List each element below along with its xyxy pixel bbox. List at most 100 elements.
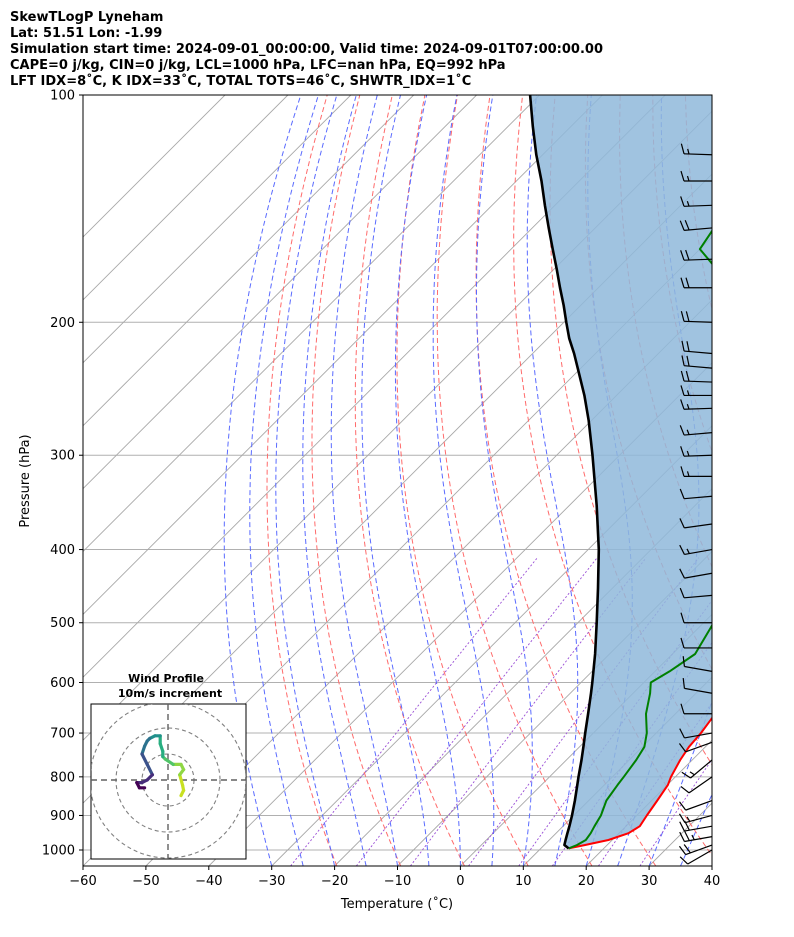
moist-adiabat xyxy=(275,95,338,866)
x-axis-label: Temperature (˚C) xyxy=(340,896,453,912)
moist-adiabat xyxy=(680,793,712,866)
x-tick-label: −60 xyxy=(69,874,96,889)
wind-barb xyxy=(680,399,713,410)
y-tick-label: 700 xyxy=(50,727,75,742)
fill-layer xyxy=(530,95,712,849)
isotherm-gridline xyxy=(397,550,712,866)
wind-barb xyxy=(679,544,713,556)
cape-line: CAPE=0 j/kg, CIN=0 j/kg, LCL=1000 hPa, L… xyxy=(10,58,506,73)
location-line: Lat: 51.51 Lon: -1.99 xyxy=(10,26,162,41)
wind-barb xyxy=(678,844,713,856)
mixing-ratio-line xyxy=(290,557,538,866)
y-tick-label: 400 xyxy=(50,543,75,558)
moist-adiabat xyxy=(648,699,712,866)
mixing-ratio-line xyxy=(355,557,598,866)
wind-barb xyxy=(681,759,713,779)
wind-barb xyxy=(679,568,713,579)
wind-barb xyxy=(679,425,713,436)
hodograph-segment xyxy=(140,752,149,767)
isotherm-gridline xyxy=(271,425,712,866)
dewpoint-line xyxy=(568,229,712,850)
moist-adiabat xyxy=(476,95,533,866)
wind-barbs xyxy=(678,143,713,865)
dry-adiabat xyxy=(475,95,657,866)
plot-area xyxy=(83,95,794,866)
moist-adiabat xyxy=(330,95,398,866)
wind-barb xyxy=(678,799,713,811)
wind-barb xyxy=(680,170,712,182)
hodograph-plot xyxy=(91,704,246,859)
x-tick-label: 40 xyxy=(704,874,721,889)
wind-barb xyxy=(680,776,713,794)
wind-barb xyxy=(679,849,713,865)
cape-cin-shading xyxy=(530,95,712,849)
x-tick-label: 0 xyxy=(456,874,464,889)
dry-adiabat xyxy=(751,95,794,866)
moist-adiabat xyxy=(394,95,461,866)
dry-adiabat xyxy=(436,95,593,866)
dry-adiabat xyxy=(783,95,794,866)
wind-barb xyxy=(682,677,713,694)
y-tick-label: 800 xyxy=(50,770,75,785)
isotherm-gridline xyxy=(83,95,666,678)
wind-barb xyxy=(678,813,713,824)
y-tick-label: 600 xyxy=(50,676,75,691)
wind-barb xyxy=(679,587,713,599)
parcel-profile-line xyxy=(528,95,601,850)
wind-barb xyxy=(678,741,713,753)
hodograph-subtitle: 10m/s increment xyxy=(118,687,222,700)
moist-adiabat xyxy=(302,95,367,866)
wind-barb xyxy=(680,466,712,477)
wind-barb xyxy=(680,249,713,261)
time-line: Simulation start time: 2024-09-01_00:00:… xyxy=(10,42,603,57)
y-tick-label: 300 xyxy=(50,449,75,464)
x-tick-label: −50 xyxy=(132,874,159,889)
isotherm-gridline xyxy=(83,95,540,553)
wind-barb xyxy=(680,446,713,457)
chart-title: SkewTLogP Lyneham xyxy=(10,10,163,25)
x-tick-label: −30 xyxy=(258,874,285,889)
moist-adiabat xyxy=(526,95,579,866)
y-tick-label: 1000 xyxy=(42,844,75,859)
wind-barb xyxy=(679,220,713,231)
mixing-ratio-line xyxy=(410,557,647,866)
x-tick-label: 30 xyxy=(641,874,658,889)
temperature-line xyxy=(568,716,712,850)
x-tick-label: 10 xyxy=(515,874,532,889)
hodograph-segment xyxy=(178,773,185,787)
wind-barb xyxy=(681,340,713,355)
indices-line: LFT IDX=8˚C, K IDX=33˚C, TOTAL TOTS=46˚C… xyxy=(10,73,471,89)
isotherm-gridline xyxy=(83,95,603,616)
wind-barb xyxy=(679,518,713,529)
wind-barb xyxy=(680,612,712,624)
moist-adiabat xyxy=(223,95,302,866)
isotherm-gridline xyxy=(83,95,226,238)
dry-adiabat xyxy=(718,95,794,866)
y-tick-label: 900 xyxy=(50,809,75,824)
y-tick-label: 100 xyxy=(50,89,75,104)
y-axis-label: Pressure (hPa) xyxy=(18,434,33,527)
moist-adiabat xyxy=(249,95,319,866)
y-tick-label: 500 xyxy=(50,616,75,631)
wind-barb xyxy=(680,703,712,715)
isotherm-gridline xyxy=(334,487,712,866)
x-tick-label: −40 xyxy=(195,874,222,889)
dry-adiabat xyxy=(266,95,338,866)
wind-barb xyxy=(680,196,713,207)
wind-barb xyxy=(679,488,713,500)
wind-barb xyxy=(680,277,712,289)
x-tick-label: 20 xyxy=(578,874,595,889)
dry-adiabat xyxy=(354,95,465,866)
isotherm-gridline xyxy=(83,95,289,301)
dry-adiabat xyxy=(396,95,529,866)
wind-barb xyxy=(680,143,713,156)
isotherm-gridline xyxy=(83,95,352,364)
isotherm-gridline xyxy=(83,95,415,427)
wind-barb xyxy=(682,656,713,672)
hodograph-title: Wind Profile xyxy=(128,672,204,685)
y-tick-label: 200 xyxy=(50,316,75,331)
hodograph-inset: Wind Profile 10m/s increment xyxy=(90,672,247,860)
isotherm-gridline xyxy=(145,299,712,866)
